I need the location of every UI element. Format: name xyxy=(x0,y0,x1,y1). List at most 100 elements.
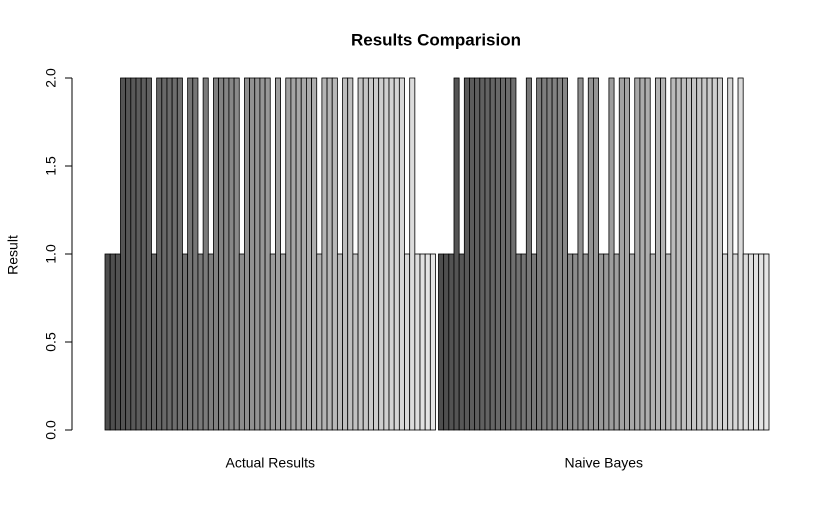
bar xyxy=(567,253,574,431)
bar xyxy=(474,77,481,431)
bar xyxy=(727,77,734,431)
bar xyxy=(182,253,189,431)
bar xyxy=(378,77,385,431)
bar xyxy=(453,77,460,431)
bar xyxy=(469,77,476,431)
bar xyxy=(311,77,318,431)
bar xyxy=(737,77,744,431)
bar xyxy=(269,253,276,431)
bar xyxy=(722,253,729,431)
bar xyxy=(608,77,615,431)
bar xyxy=(300,77,307,431)
bar xyxy=(275,77,281,431)
bar xyxy=(404,253,411,431)
bar xyxy=(429,253,436,431)
bar xyxy=(156,77,163,431)
bar xyxy=(582,253,589,431)
bar xyxy=(280,253,287,431)
bar xyxy=(742,253,749,431)
bar xyxy=(541,77,548,431)
bar xyxy=(114,253,121,431)
bar xyxy=(536,77,543,431)
bar xyxy=(654,77,661,431)
bar xyxy=(409,77,416,431)
x-tick-label: Naive Bayes xyxy=(564,455,643,471)
bar xyxy=(670,77,677,431)
bar xyxy=(151,253,158,431)
bar xyxy=(233,77,240,431)
bar xyxy=(556,77,563,431)
y-tick-label: 1.5 xyxy=(43,156,59,176)
bar xyxy=(500,77,507,431)
bar xyxy=(336,253,343,431)
y-tick-label: 0.0 xyxy=(43,420,59,440)
bar xyxy=(644,77,651,431)
bar xyxy=(419,253,426,431)
y-axis-label: Result xyxy=(5,235,21,275)
bar xyxy=(696,77,703,431)
y-tick-label: 2.0 xyxy=(43,68,59,88)
bar xyxy=(510,77,517,431)
bar xyxy=(660,77,667,431)
bar xyxy=(373,77,380,431)
bar xyxy=(109,253,116,431)
bar xyxy=(238,253,245,431)
bar xyxy=(125,77,132,431)
bar xyxy=(290,77,297,431)
bar xyxy=(624,77,630,431)
bar xyxy=(414,253,421,431)
bar xyxy=(398,77,405,431)
bar xyxy=(520,253,527,431)
bar xyxy=(515,253,522,431)
bar xyxy=(448,253,455,431)
bar xyxy=(352,253,359,431)
bar xyxy=(629,253,636,431)
bar xyxy=(130,77,137,431)
bar xyxy=(546,77,553,431)
bar xyxy=(104,253,111,431)
bar xyxy=(494,77,501,431)
bar xyxy=(489,77,496,431)
bar xyxy=(587,77,594,431)
bar xyxy=(202,77,209,431)
bar xyxy=(551,77,558,431)
bar xyxy=(701,77,708,431)
bar xyxy=(639,77,646,431)
bar xyxy=(593,77,599,431)
bar xyxy=(331,77,338,431)
bar xyxy=(649,253,656,431)
bar xyxy=(634,77,641,431)
bar xyxy=(505,77,512,431)
bar xyxy=(758,253,765,431)
bar xyxy=(161,77,168,431)
bar xyxy=(120,77,127,431)
bar xyxy=(572,253,579,431)
bar xyxy=(171,77,178,431)
bar xyxy=(316,253,323,431)
bar xyxy=(716,77,723,431)
bar xyxy=(264,77,271,431)
bar xyxy=(424,253,431,431)
bar xyxy=(691,77,698,431)
bar xyxy=(259,77,266,431)
bar xyxy=(562,77,569,431)
bar xyxy=(680,77,687,431)
bar xyxy=(463,77,470,431)
bar xyxy=(305,77,312,431)
bar xyxy=(285,77,292,431)
bar xyxy=(254,77,261,431)
bar xyxy=(135,77,142,431)
y-tick-label: 1.0 xyxy=(43,244,59,264)
x-tick-label: Actual Results xyxy=(226,455,315,471)
bar xyxy=(192,77,199,431)
bar xyxy=(613,253,620,431)
bar xyxy=(438,253,445,431)
bar xyxy=(732,253,739,431)
bar xyxy=(618,77,625,431)
bar xyxy=(187,77,194,431)
chart-title: Results Comparision xyxy=(351,30,521,49)
bar xyxy=(711,77,718,431)
bar xyxy=(763,253,770,431)
bar xyxy=(166,77,173,431)
bar xyxy=(140,77,147,431)
